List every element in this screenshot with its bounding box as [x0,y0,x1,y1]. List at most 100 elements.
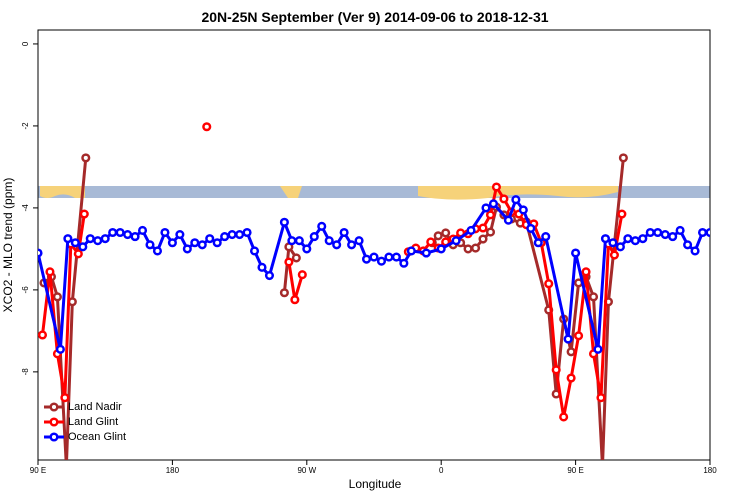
point [463,244,473,254]
point [212,238,222,248]
point [279,288,289,298]
point [100,234,110,244]
point [93,236,103,246]
point [197,240,207,250]
point [182,244,192,254]
point [55,344,65,354]
point [566,373,576,383]
point [499,194,509,204]
point [38,330,48,340]
point [309,232,319,242]
point [324,236,334,246]
y-tick-label: -6 [21,286,30,294]
series-line [38,198,710,351]
legend-marker [49,432,59,442]
point [638,234,648,244]
map-band [38,186,710,200]
point [73,249,83,259]
y-tick-label: -4 [21,204,30,212]
point [291,253,301,263]
point [511,195,521,205]
plot-frame [37,29,711,461]
y-axis-label: XCO2 - MLO trend (ppm) [1,178,15,313]
point [130,232,140,242]
point [406,246,416,256]
point [220,232,230,242]
point [574,331,584,341]
point [52,292,62,302]
chart-title: 20N-25N September (Ver 9) 2014-09-06 to … [201,9,548,25]
point [596,393,606,403]
point [623,234,633,244]
x-tick-label: 0 [439,466,444,475]
point [45,267,55,277]
point [78,242,88,252]
point [426,237,436,247]
point [593,344,603,354]
legend-label: Land Glint [68,416,118,428]
x-tick-label: 90 W [297,466,316,475]
point [526,223,536,233]
point [63,463,70,470]
point [302,244,312,254]
series-line [43,157,625,460]
point [618,153,628,163]
point [81,153,91,163]
point [137,225,148,235]
point [79,209,89,219]
point [332,240,342,250]
point [175,229,185,240]
point [242,227,252,238]
point [541,232,551,242]
y-tick-label: -2 [21,122,30,130]
legend-marker [49,402,59,412]
point [145,240,155,250]
point [167,238,177,248]
point [518,205,528,215]
point [279,217,289,227]
point [227,229,237,240]
point [60,393,70,403]
point [653,227,663,238]
point [566,347,576,357]
x-axis-label: Longitude [349,477,402,491]
point [563,334,573,344]
point [190,238,200,248]
point [481,203,491,213]
point [599,463,606,470]
legend-label: Ocean Glint [68,431,126,443]
x-tick-label: 90 E [30,466,46,475]
y-tick-label: 0 [21,41,30,46]
point [297,270,307,280]
point [160,227,170,238]
point [645,227,655,238]
point [478,223,488,233]
legend-label: Land Nadir [68,401,122,413]
point [485,210,496,220]
point [287,236,297,246]
point [421,248,431,258]
point [369,252,379,262]
point [317,221,327,231]
legend-marker [49,417,59,427]
point [339,227,349,238]
point [617,209,627,219]
point [347,240,357,250]
point [205,234,215,244]
x-tick-label: 180 [703,466,717,475]
point [600,234,611,244]
point [399,258,409,268]
point [235,229,245,240]
x-tick-label: 90 E [567,466,583,475]
point [152,246,163,256]
point [588,292,599,302]
point [660,229,670,240]
point [123,229,133,240]
point [581,267,591,277]
point [290,295,300,305]
point [705,227,710,238]
point [697,227,708,238]
point [559,412,569,422]
point [391,252,401,262]
point [485,227,496,237]
